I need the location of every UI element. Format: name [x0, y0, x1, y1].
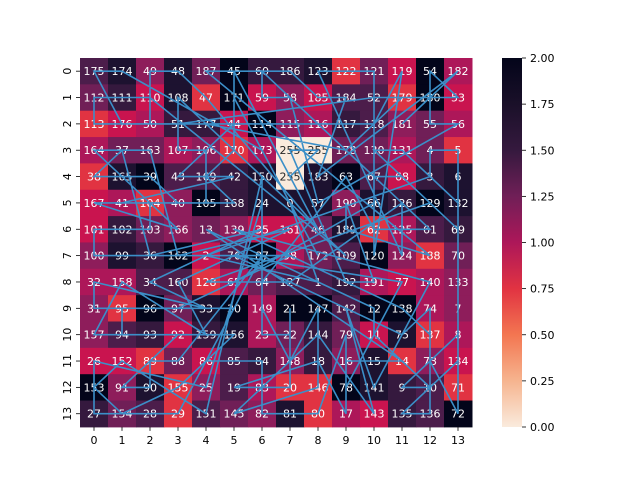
heatmap-cell: [360, 400, 389, 428]
overlay-path: [91, 69, 462, 415]
colorbar-tick-label: 0.75: [530, 283, 555, 296]
cell-annotation: 72: [451, 408, 465, 421]
colorbar-tick-label: 1.75: [530, 98, 555, 111]
cell-annotation: 181: [392, 118, 413, 131]
colorbar-tick-label: 0.25: [530, 375, 555, 388]
y-tick-label: 5: [61, 199, 74, 206]
y-tick-label: 11: [61, 354, 74, 368]
colorbar-tick-label: 1.00: [530, 237, 555, 250]
colorbar: [502, 58, 522, 427]
x-tick-label: 11: [395, 434, 409, 447]
overlay-line: [91, 69, 462, 415]
heatmap-cell: [416, 242, 445, 270]
x-tick-label: 10: [367, 434, 381, 447]
y-tick-label: 10: [61, 328, 74, 342]
cell-annotation: 109: [336, 250, 357, 263]
x-tick-label: 1: [119, 434, 126, 447]
x-axis-ticks: 0 1 2 3 4 5 6 7 8 9 10 11 12 13: [91, 426, 465, 447]
cell-annotation: 120: [364, 250, 385, 263]
y-tick-label: 12: [61, 380, 74, 394]
x-tick-label: 7: [287, 434, 294, 447]
colorbar-tick-label: 1.50: [530, 144, 555, 157]
y-tick-label: 6: [61, 226, 74, 233]
x-tick-label: 8: [315, 434, 322, 447]
x-tick-label: 4: [203, 434, 210, 447]
cell-annotation: 188: [420, 250, 441, 263]
colorbar-tick-label: 0.00: [530, 421, 555, 434]
x-tick-label: 9: [343, 434, 350, 447]
y-tick-label: 8: [61, 278, 74, 285]
x-tick-label: 0: [91, 434, 98, 447]
colorbar-gradient: [502, 58, 522, 427]
colorbar-tick-label: 0.50: [530, 329, 555, 342]
cell-annotation: 124: [392, 250, 413, 263]
cell-annotation: 17: [339, 408, 353, 421]
cell-annotation: 145: [224, 408, 245, 421]
x-tick-label: 12: [423, 434, 437, 447]
colorbar-ticks: 0.00 0.25 0.50 0.75 1.00 1.25 1.50 1.75 2.00: [522, 52, 555, 434]
x-tick-label: 6: [259, 434, 266, 447]
x-tick-label: 3: [175, 434, 182, 447]
colorbar-tick-label: 2.00: [530, 52, 555, 65]
x-tick-label: 2: [147, 434, 154, 447]
y-tick-label: 3: [61, 147, 74, 154]
y-tick-label: 13: [61, 407, 74, 421]
colorbar-tick-label: 1.25: [530, 190, 555, 203]
y-tick-label: 0: [61, 68, 74, 75]
y-tick-label: 9: [61, 305, 74, 312]
x-tick-label: 5: [231, 434, 238, 447]
y-tick-label: 7: [61, 252, 74, 259]
y-tick-label: 1: [61, 94, 74, 101]
y-tick-label: 2: [61, 120, 74, 127]
cell-annotation: 143: [364, 408, 385, 421]
y-tick-label: 4: [61, 173, 74, 180]
x-tick-label: 13: [451, 434, 465, 447]
